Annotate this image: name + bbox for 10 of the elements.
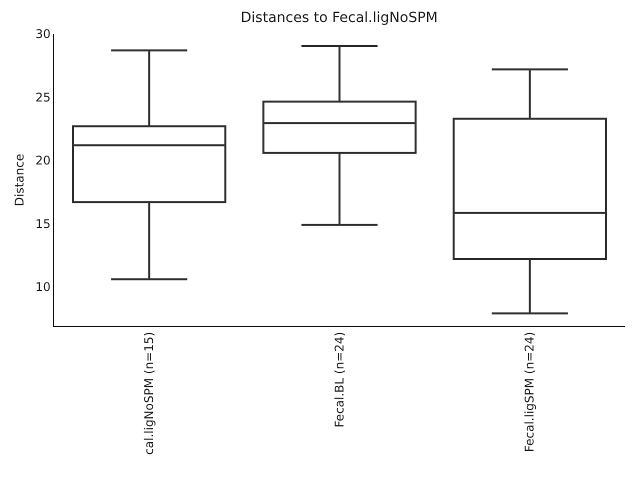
y-tick-label: 30	[35, 27, 51, 42]
y-axis-title: Distance	[12, 154, 27, 206]
y-tick-label: 25	[35, 90, 51, 104]
x-tick-label: cal.ligNoSPM (n=15)	[142, 332, 156, 455]
chart-title: Distances to Fecal.ligNoSPM	[240, 10, 438, 26]
y-tick-label: 20	[35, 154, 51, 168]
y-tick-label: 10	[35, 280, 51, 294]
x-tick-label: Fecal.BL (n=24)	[332, 332, 346, 428]
y-tick-label: 15	[35, 216, 51, 231]
x-tick-label: Fecal.ligSPM (n=24)	[522, 332, 537, 452]
